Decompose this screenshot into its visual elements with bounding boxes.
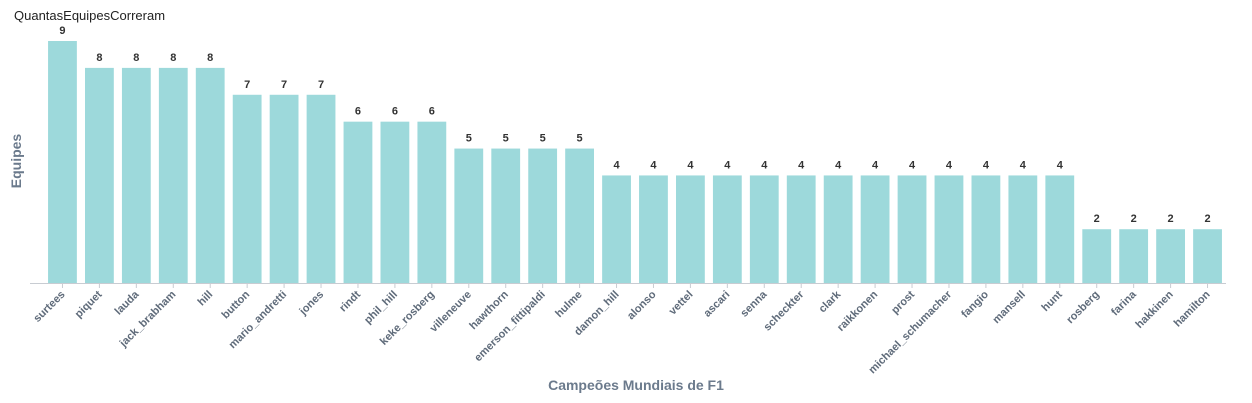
bar-lauda xyxy=(121,67,151,283)
x-tick-label-hunt: hunt xyxy=(1040,288,1066,314)
x-tick-label-lauda: lauda xyxy=(113,288,142,317)
value-label-piquet: 8 xyxy=(96,52,102,64)
x-tick-label-alonso: alonso xyxy=(625,288,659,322)
bars-group xyxy=(48,41,1222,283)
x-tick-label-hakkinen: hakkinen xyxy=(1134,288,1176,330)
x-tick-label-ascari: ascari xyxy=(701,289,732,320)
bar-mario_andretti xyxy=(269,94,299,283)
bar-mansell xyxy=(1008,175,1038,283)
x-tick-label-hill: hill xyxy=(196,289,216,309)
value-label-vettel: 4 xyxy=(687,159,694,171)
value-label-mario_andretti: 7 xyxy=(281,79,287,91)
x-tick-label-senna: senna xyxy=(738,288,770,320)
bar-michael_schumacher xyxy=(934,175,964,283)
bar-piquet xyxy=(85,67,114,283)
bar-villeneuve xyxy=(454,148,484,283)
value-label-clark: 4 xyxy=(835,159,842,171)
value-label-surtees: 9 xyxy=(59,25,65,37)
x-tick-label-prost: prost xyxy=(889,288,917,316)
bar-surtees xyxy=(48,41,77,283)
value-label-keke_rosberg: 6 xyxy=(429,106,435,118)
value-label-scheckter: 4 xyxy=(798,159,805,171)
bar-hakkinen xyxy=(1156,229,1185,283)
x-tick-label-phil_hill: phil_hill xyxy=(362,289,400,327)
bar-farina xyxy=(1119,229,1149,283)
bar-raikkonen xyxy=(860,175,890,283)
bar-senna xyxy=(749,175,779,283)
x-tick-label-emerson_fittipaldi: emerson_fittipaldi xyxy=(472,289,547,364)
x-tick-label-clark: clark xyxy=(817,288,844,315)
value-label-michael_schumacher: 4 xyxy=(946,159,953,171)
value-label-rosberg: 2 xyxy=(1094,213,1100,225)
x-tick-label-scheckter: scheckter xyxy=(762,288,807,333)
value-label-raikkonen: 4 xyxy=(872,159,879,171)
bar-jones xyxy=(306,94,336,283)
value-label-jack_brabham: 8 xyxy=(170,52,176,64)
bar-hill xyxy=(195,67,225,283)
value-label-mansell: 4 xyxy=(1020,159,1027,171)
value-label-prost: 4 xyxy=(909,159,916,171)
x-tick-label-jones: jones xyxy=(297,289,327,319)
bar-clark xyxy=(823,175,853,283)
x-tick-label-fangio: fangio xyxy=(959,288,991,320)
bar-ascari xyxy=(712,175,742,283)
x-axis-title: Campeões Mundiais de F1 xyxy=(548,377,724,393)
bar-damon_hill xyxy=(602,175,631,283)
value-label-hamilton: 2 xyxy=(1204,213,1210,225)
value-label-jones: 7 xyxy=(318,79,324,91)
x-tick-label-farina: farina xyxy=(1109,288,1139,318)
bar-rindt xyxy=(343,121,373,283)
bar-keke_rosberg xyxy=(417,121,447,283)
value-label-lauda: 8 xyxy=(133,52,139,64)
bar-hunt xyxy=(1045,175,1075,283)
y-axis-title: Equipes xyxy=(8,134,24,189)
bar-hawthorn xyxy=(491,148,521,283)
x-tick-label-raikkonen: raikkonen xyxy=(835,288,880,333)
value-label-farina: 2 xyxy=(1131,213,1137,225)
bar-scheckter xyxy=(786,175,816,283)
value-labels-group: 9 8 8 8 8 7 7 7 6 6 6 5 5 5 5 4 4 4 4 4 4 4 4 4 4 4 4 4 2 2 2 2 xyxy=(59,25,1210,225)
bar-fangio xyxy=(971,175,1001,283)
value-label-damon_hill: 4 xyxy=(613,159,620,171)
bar-vettel xyxy=(676,175,705,283)
bar-hulme xyxy=(565,148,594,283)
value-label-hakkinen: 2 xyxy=(1168,213,1174,225)
bar-phil_hill xyxy=(380,121,410,283)
bar-rosberg xyxy=(1082,229,1112,283)
value-label-senna: 4 xyxy=(761,159,768,171)
x-tick-label-hulme: hulme xyxy=(553,289,584,320)
bar-button xyxy=(232,94,262,283)
x-tick-label-surtees: surtees xyxy=(31,289,67,325)
x-tick-label-button: button xyxy=(220,288,253,321)
value-label-rindt: 6 xyxy=(355,106,361,118)
bar-alonso xyxy=(639,175,668,283)
x-tick-label-vettel: vettel xyxy=(667,289,696,318)
x-tick-label-rosberg: rosberg xyxy=(1064,289,1101,326)
value-label-hunt: 4 xyxy=(1057,159,1064,171)
bar-emerson_fittipaldi xyxy=(528,148,558,283)
bar-hamilton xyxy=(1193,229,1222,283)
value-label-fangio: 4 xyxy=(983,159,990,171)
value-label-hill: 8 xyxy=(207,52,213,64)
x-tick-label-piquet: piquet xyxy=(73,288,105,320)
x-tick-label-mansell: mansell xyxy=(991,289,1028,326)
value-label-ascari: 4 xyxy=(724,159,731,171)
value-label-alonso: 4 xyxy=(650,159,657,171)
value-label-phil_hill: 6 xyxy=(392,106,398,118)
bar-jack_brabham xyxy=(158,67,188,283)
x-tick-label-rindt: rindt xyxy=(337,288,363,314)
chart-title: QuantasEquipesCorreram xyxy=(14,8,166,23)
value-label-button: 7 xyxy=(244,79,250,91)
value-label-villeneuve: 5 xyxy=(466,133,472,145)
bar-prost xyxy=(897,175,927,283)
value-label-hawthorn: 5 xyxy=(503,133,509,145)
value-label-hulme: 5 xyxy=(577,133,583,145)
value-label-emerson_fittipaldi: 5 xyxy=(540,133,546,145)
x-tick-label-hamilton: hamilton xyxy=(1172,288,1213,329)
